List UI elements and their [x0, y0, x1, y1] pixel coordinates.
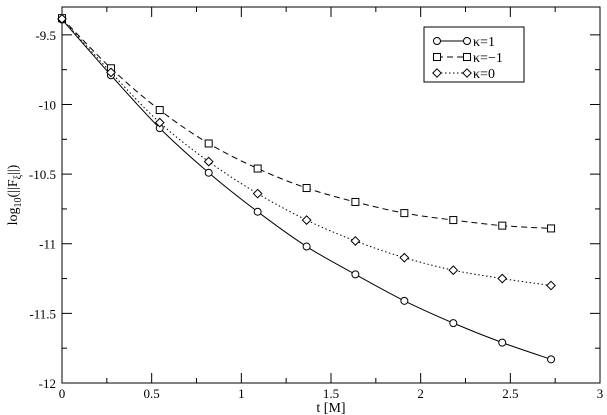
axis-ticks: 0 0.5 1 1.5 2 2.5 3 -12 -11.5 -11 -10.5 -10 -9.5 [29, 7, 603, 401]
x-tick-label: 1 [238, 386, 245, 401]
data-point-series-3 [399, 252, 410, 263]
legend-marker-3 [462, 68, 472, 78]
data-point-series-3 [448, 265, 459, 276]
y-tick-label: -11 [39, 237, 56, 252]
x-tick-label: 2 [417, 386, 424, 401]
data-point-series-1 [449, 319, 458, 328]
legend-marker-2 [433, 53, 441, 61]
svg-text:log10(||Fξ||): log10(||Fξ||) [6, 164, 24, 225]
data-point-series-2 [498, 221, 507, 230]
data-point-series-1 [498, 338, 507, 347]
data-point-series-1 [400, 296, 409, 305]
y-tick-label: -10.5 [29, 167, 56, 182]
x-tick-label: 2.5 [502, 386, 518, 401]
data-point-series-2 [400, 209, 409, 218]
y-tick-label: -11.5 [29, 306, 56, 321]
x-tick-label: 0 [59, 386, 66, 401]
x-tick-label: 0.5 [144, 386, 160, 401]
x-tick-label: 1.5 [323, 386, 339, 401]
data-point-series-1 [204, 168, 213, 177]
data-point-series-3 [546, 280, 556, 291]
data-point-series-3 [350, 236, 361, 246]
legend-marker-2 [463, 53, 471, 61]
y-tick-label: -10 [39, 97, 56, 112]
y-tick-label: -9.5 [35, 28, 56, 43]
data-point-series-3 [203, 156, 214, 167]
legend-label-3: κ=0 [473, 67, 495, 82]
data-point-series-3 [154, 117, 165, 128]
legend-marker-3 [432, 68, 442, 78]
series-markers [57, 13, 556, 364]
legend-items: κ=1κ=−1κ=0 [432, 35, 503, 82]
legend-marker-1 [463, 37, 471, 45]
data-point-series-1 [253, 207, 262, 216]
data-point-series-3 [57, 13, 67, 24]
data-point-series-3 [301, 215, 312, 225]
data-point-series-1 [351, 270, 360, 279]
data-point-series-2 [204, 139, 213, 148]
legend: κ=1κ=−1κ=0 [423, 26, 525, 83]
data-point-series-3 [252, 188, 263, 199]
data-point-series-2 [547, 224, 556, 233]
legend-label-2: κ=−1 [473, 51, 503, 66]
legend-label-1: κ=1 [473, 35, 495, 50]
series-line-3 [61, 18, 552, 287]
data-point-series-2 [449, 216, 458, 225]
x-axis-label: t [M] [316, 401, 345, 415]
data-point-series-3 [106, 67, 116, 78]
x-tick-label: 3 [597, 386, 604, 401]
data-point-series-1 [302, 242, 311, 251]
data-point-series-3 [497, 273, 508, 284]
data-point-series-1 [547, 355, 556, 364]
y-tick-label: -12 [39, 376, 56, 391]
data-point-series-2 [302, 184, 311, 193]
data-point-series-2 [351, 197, 360, 206]
y-axis-label: log10(||Fξ||) [6, 164, 24, 225]
data-point-series-2 [253, 164, 262, 173]
legend-marker-1 [433, 37, 441, 45]
data-point-series-2 [155, 106, 164, 115]
